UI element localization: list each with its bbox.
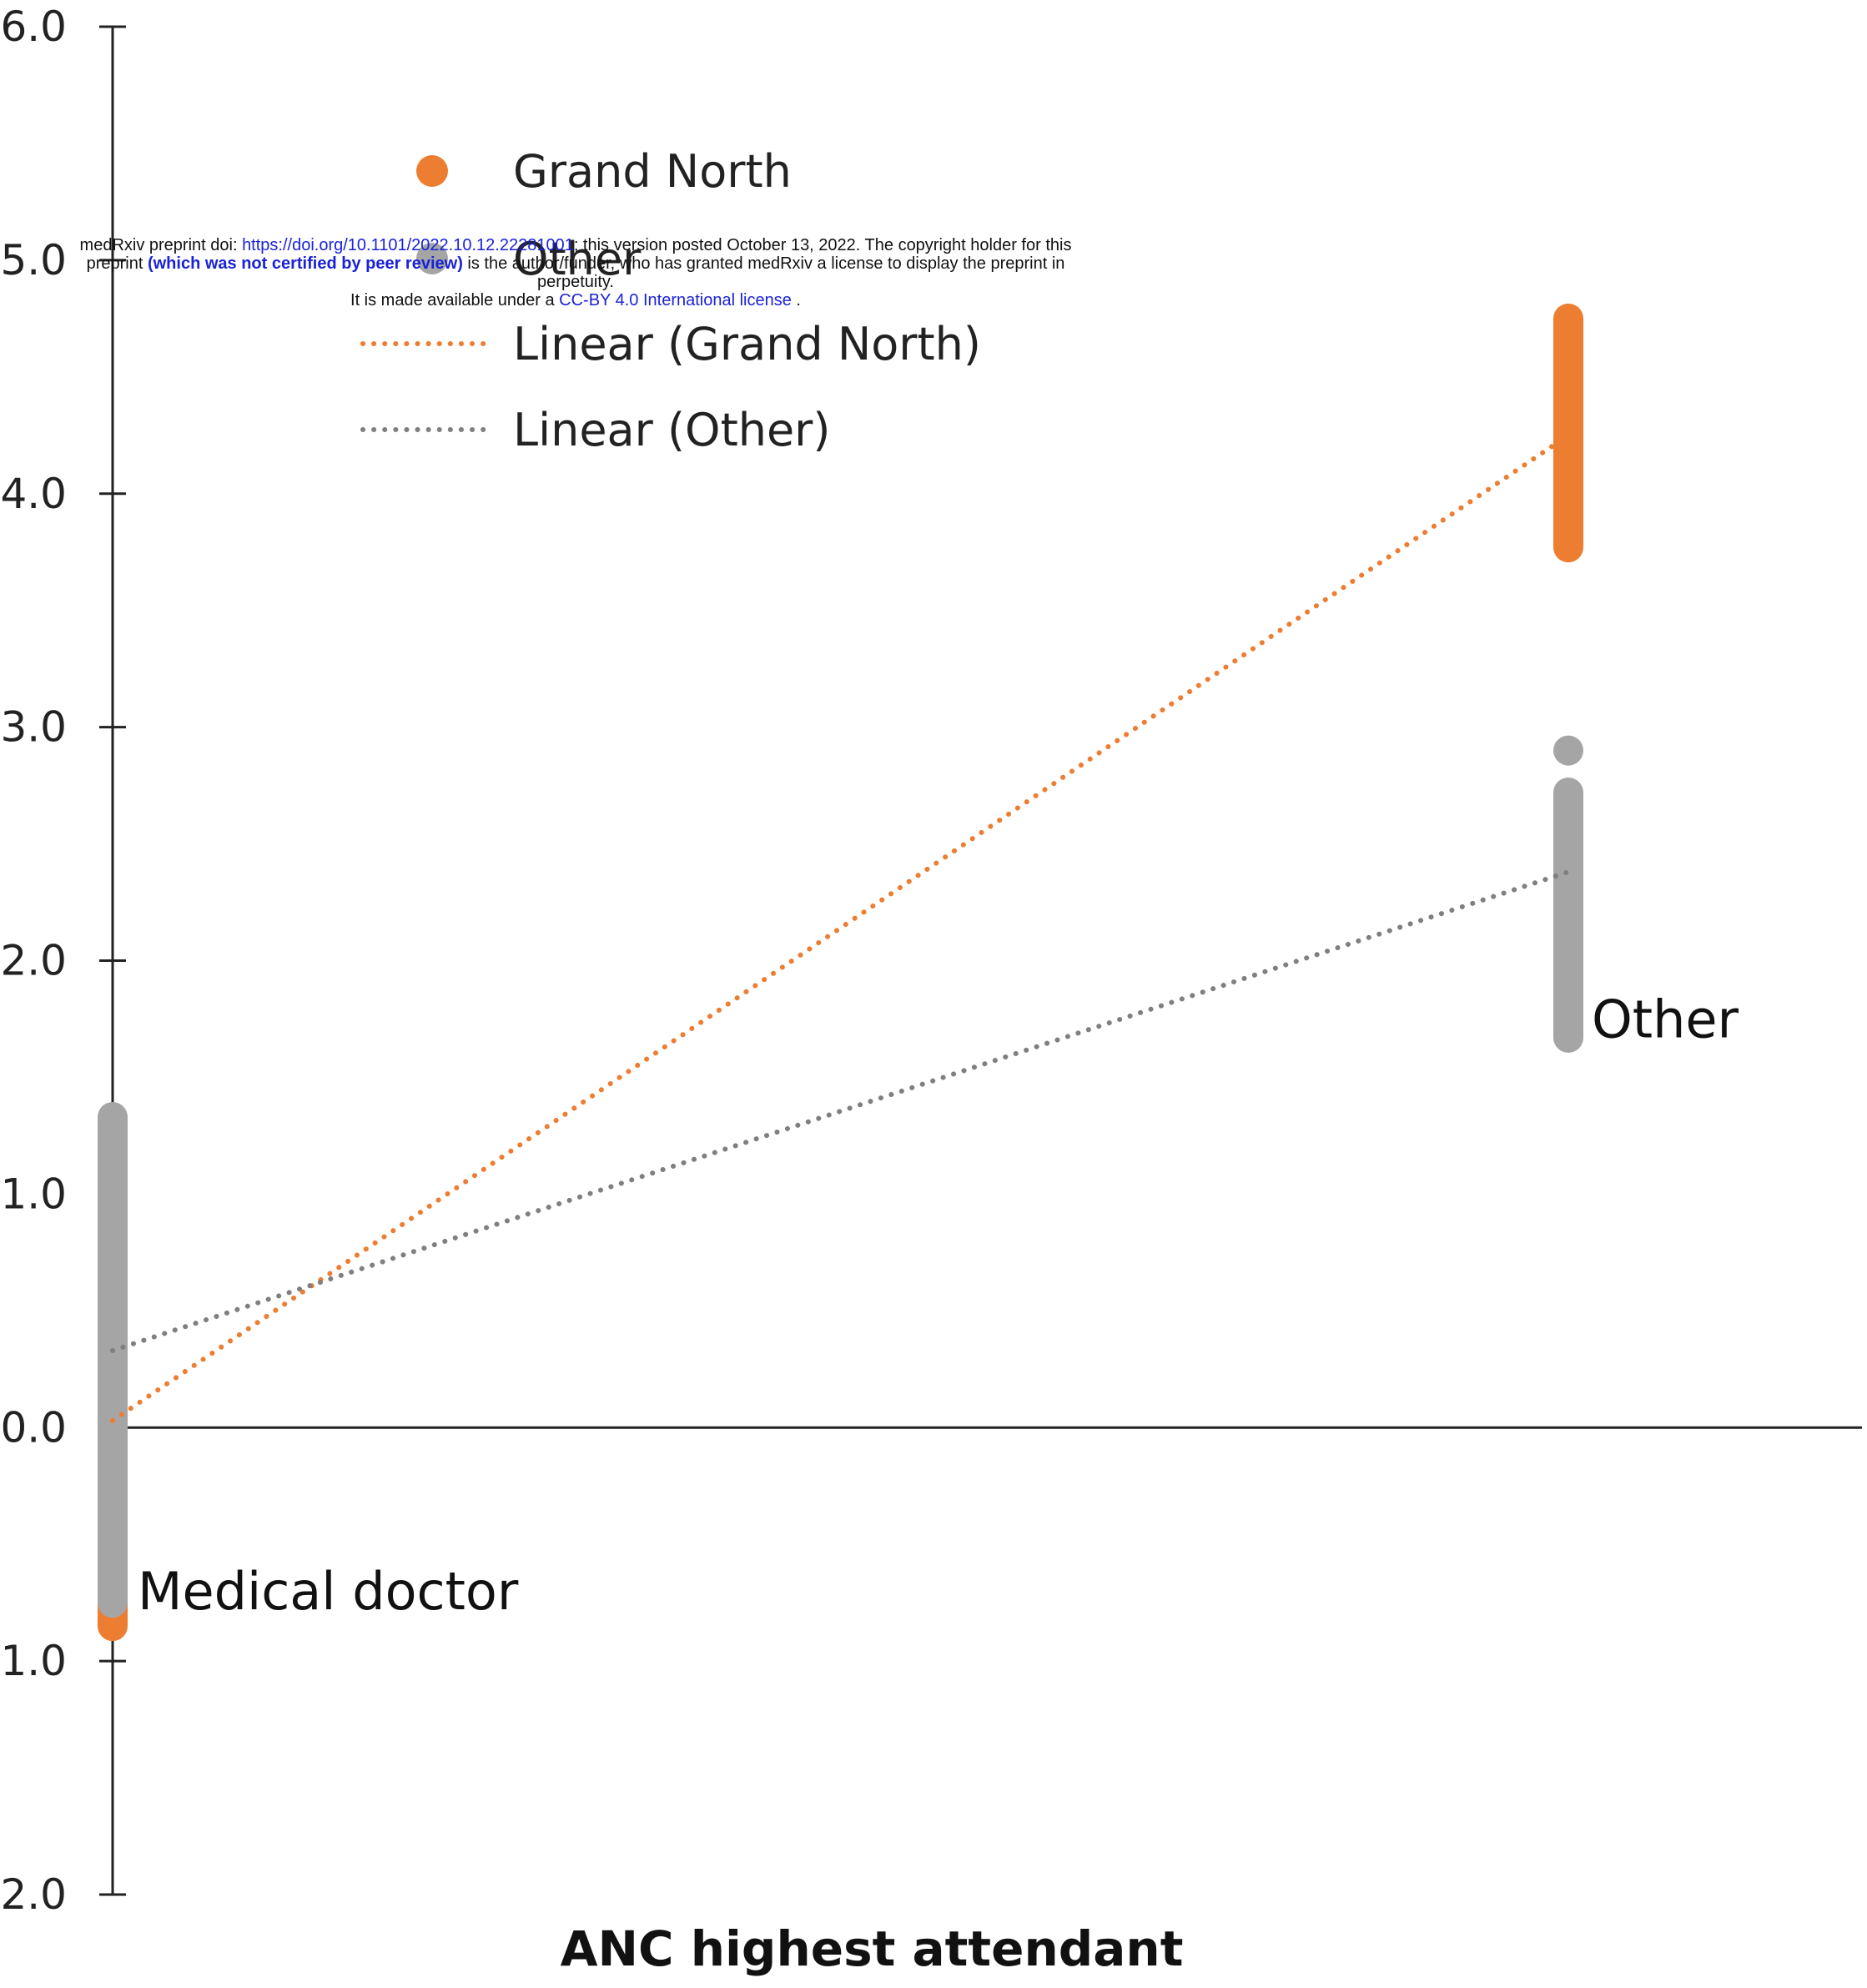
notice-line-4: It is made available under a CC-BY 4.0 I… xyxy=(350,291,801,310)
category-labels: Medical doctor Other xyxy=(138,989,1739,1622)
notice-line-3: perpetuity. xyxy=(537,273,614,291)
y-tick-label: -1.0 xyxy=(0,1637,67,1685)
data-point xyxy=(1553,735,1583,766)
y-tick-label: 5.0 xyxy=(0,236,67,284)
legend: Grand North Other Linear (Grand North) Line… xyxy=(360,145,981,456)
legend-marker xyxy=(416,243,448,274)
y-tick-label: 0.0 xyxy=(0,1403,67,1452)
trendline-linear-other xyxy=(110,869,1571,1353)
legend-marker xyxy=(416,155,448,187)
y-tick-label: 6.0 xyxy=(0,3,67,51)
legend-label: Linear (Grand North) xyxy=(513,318,981,370)
x-axis-title: ANC highest attendant xyxy=(561,1920,1184,1977)
peer-review-link[interactable]: (which was not certified by peer review) xyxy=(147,254,463,273)
category-label: Other xyxy=(1592,989,1739,1049)
trendlines xyxy=(110,432,1571,1423)
category-label: Medical doctor xyxy=(138,1561,519,1622)
legend-label: Grand North xyxy=(513,145,792,198)
preprint-notice: medRxiv preprint doi: https://doi.org/10… xyxy=(25,236,1126,310)
notice-line-2: preprint (which was not certified by pee… xyxy=(86,254,1065,273)
data-points xyxy=(98,303,1583,1642)
y-tick-label: -2.0 xyxy=(0,1870,67,1919)
trendline-linear-grand-north xyxy=(110,432,1571,1423)
license-link[interactable]: CC-BY 4.0 International license xyxy=(559,291,792,310)
legend-label: Linear (Other) xyxy=(513,404,830,456)
point-group-other xyxy=(1553,735,1583,766)
y-axis: 6.0 5.0 4.0 3.0 2.0 1.0 0.0 -1.0 -2.0 xyxy=(0,3,126,1919)
doi-link[interactable]: https://doi.org/10.1101/2022.10.12.22281… xyxy=(242,236,574,254)
y-tick-label: 3.0 xyxy=(0,703,67,752)
y-tick-label: 4.0 xyxy=(0,470,67,518)
notice-line-1: medRxiv preprint doi: https://doi.org/10… xyxy=(79,236,1072,254)
y-tick-label: 1.0 xyxy=(0,1170,67,1218)
legend-label: Other xyxy=(513,233,642,285)
y-tick-label: 2.0 xyxy=(0,937,67,985)
